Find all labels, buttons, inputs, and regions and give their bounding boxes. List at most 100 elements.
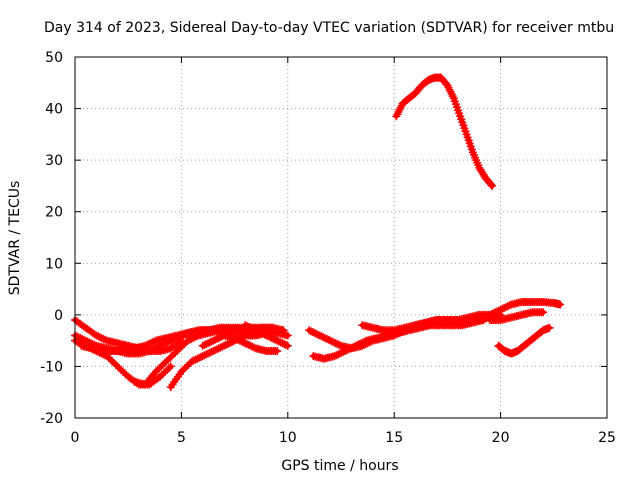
data-point bbox=[313, 330, 322, 339]
data-point bbox=[230, 334, 239, 343]
y-tick-label: 40 bbox=[45, 102, 63, 118]
data-point bbox=[251, 326, 260, 335]
data-point bbox=[200, 340, 209, 349]
series-track-m bbox=[494, 323, 554, 358]
data-point bbox=[346, 344, 355, 353]
data-point bbox=[335, 340, 344, 349]
series-track-k bbox=[358, 298, 565, 335]
y-tick-label: 10 bbox=[45, 256, 63, 272]
data-point bbox=[189, 356, 198, 365]
data-point bbox=[207, 347, 216, 356]
data-point bbox=[283, 331, 292, 340]
data-point bbox=[241, 321, 250, 330]
data-point bbox=[276, 338, 285, 347]
data-point bbox=[317, 332, 326, 341]
data-point bbox=[274, 337, 283, 346]
data-point bbox=[306, 327, 315, 336]
data-point bbox=[248, 324, 257, 333]
y-tick-label: 0 bbox=[54, 308, 63, 324]
data-point bbox=[187, 334, 196, 343]
data-point bbox=[321, 334, 329, 343]
data-point bbox=[278, 339, 287, 348]
data-point bbox=[339, 347, 348, 356]
y-tick-label: -20 bbox=[40, 411, 63, 427]
data-point bbox=[163, 365, 172, 374]
data-point bbox=[250, 325, 259, 334]
data-point bbox=[152, 343, 161, 352]
data-point bbox=[326, 336, 335, 345]
x-tick-label: 5 bbox=[177, 430, 186, 446]
data-point bbox=[331, 339, 340, 348]
data-point bbox=[308, 328, 317, 336]
data-point bbox=[202, 350, 211, 359]
data-point bbox=[192, 332, 201, 341]
data-point bbox=[216, 343, 225, 352]
data-point bbox=[185, 335, 194, 344]
data-point bbox=[200, 351, 209, 360]
data-point bbox=[262, 331, 271, 340]
data-point bbox=[501, 303, 510, 312]
data-point bbox=[250, 343, 259, 352]
data-point bbox=[193, 354, 202, 363]
data-point bbox=[92, 331, 101, 340]
data-point bbox=[253, 327, 262, 336]
data-point bbox=[189, 334, 198, 343]
data-point bbox=[235, 336, 244, 345]
data-point bbox=[216, 333, 225, 342]
data-point bbox=[205, 348, 214, 357]
gridlines bbox=[75, 57, 607, 418]
data-point bbox=[494, 306, 503, 315]
data-point bbox=[148, 338, 157, 347]
data-point bbox=[191, 355, 200, 364]
data-point bbox=[266, 333, 275, 342]
data-point bbox=[198, 341, 207, 350]
data-point bbox=[312, 329, 321, 338]
data-point bbox=[243, 322, 251, 330]
data-point bbox=[202, 340, 211, 349]
data-point bbox=[248, 342, 257, 351]
data-point bbox=[351, 341, 360, 350]
data-point bbox=[209, 347, 218, 355]
data-point bbox=[146, 339, 155, 348]
data-point bbox=[198, 352, 207, 361]
data-point bbox=[190, 333, 199, 342]
series-track-g bbox=[198, 331, 282, 355]
data-point bbox=[150, 337, 159, 346]
data-point bbox=[496, 305, 505, 314]
data-point bbox=[273, 336, 282, 345]
data-point bbox=[143, 340, 151, 349]
data-point bbox=[332, 351, 341, 360]
data-point bbox=[145, 347, 154, 355]
data-point bbox=[162, 357, 171, 366]
data-point bbox=[305, 326, 314, 335]
data-point bbox=[246, 341, 255, 350]
data-point bbox=[333, 340, 342, 349]
data-point bbox=[223, 340, 232, 349]
y-tick-label: -10 bbox=[40, 359, 63, 375]
data-point bbox=[244, 340, 253, 349]
data-point bbox=[359, 338, 367, 347]
data-point bbox=[539, 308, 548, 317]
data-point bbox=[180, 340, 189, 349]
y-axis-label: SDTVAR / TECUs bbox=[7, 181, 23, 296]
series-track-l bbox=[486, 308, 548, 324]
x-tick-label: 15 bbox=[385, 430, 403, 446]
data-point bbox=[319, 333, 328, 342]
data-point bbox=[218, 342, 227, 351]
data-point bbox=[257, 328, 266, 337]
data-point bbox=[500, 304, 509, 312]
data-point bbox=[283, 341, 292, 350]
data-point bbox=[337, 348, 346, 357]
data-point bbox=[487, 180, 495, 189]
data-point bbox=[214, 334, 223, 343]
data-point bbox=[161, 367, 170, 376]
data-point bbox=[232, 334, 241, 343]
data-point bbox=[99, 334, 108, 343]
data-point bbox=[267, 334, 276, 343]
data-points bbox=[71, 73, 565, 392]
data-point bbox=[259, 329, 267, 338]
data-point bbox=[204, 339, 212, 348]
data-point bbox=[315, 331, 324, 340]
data-point bbox=[353, 340, 362, 349]
